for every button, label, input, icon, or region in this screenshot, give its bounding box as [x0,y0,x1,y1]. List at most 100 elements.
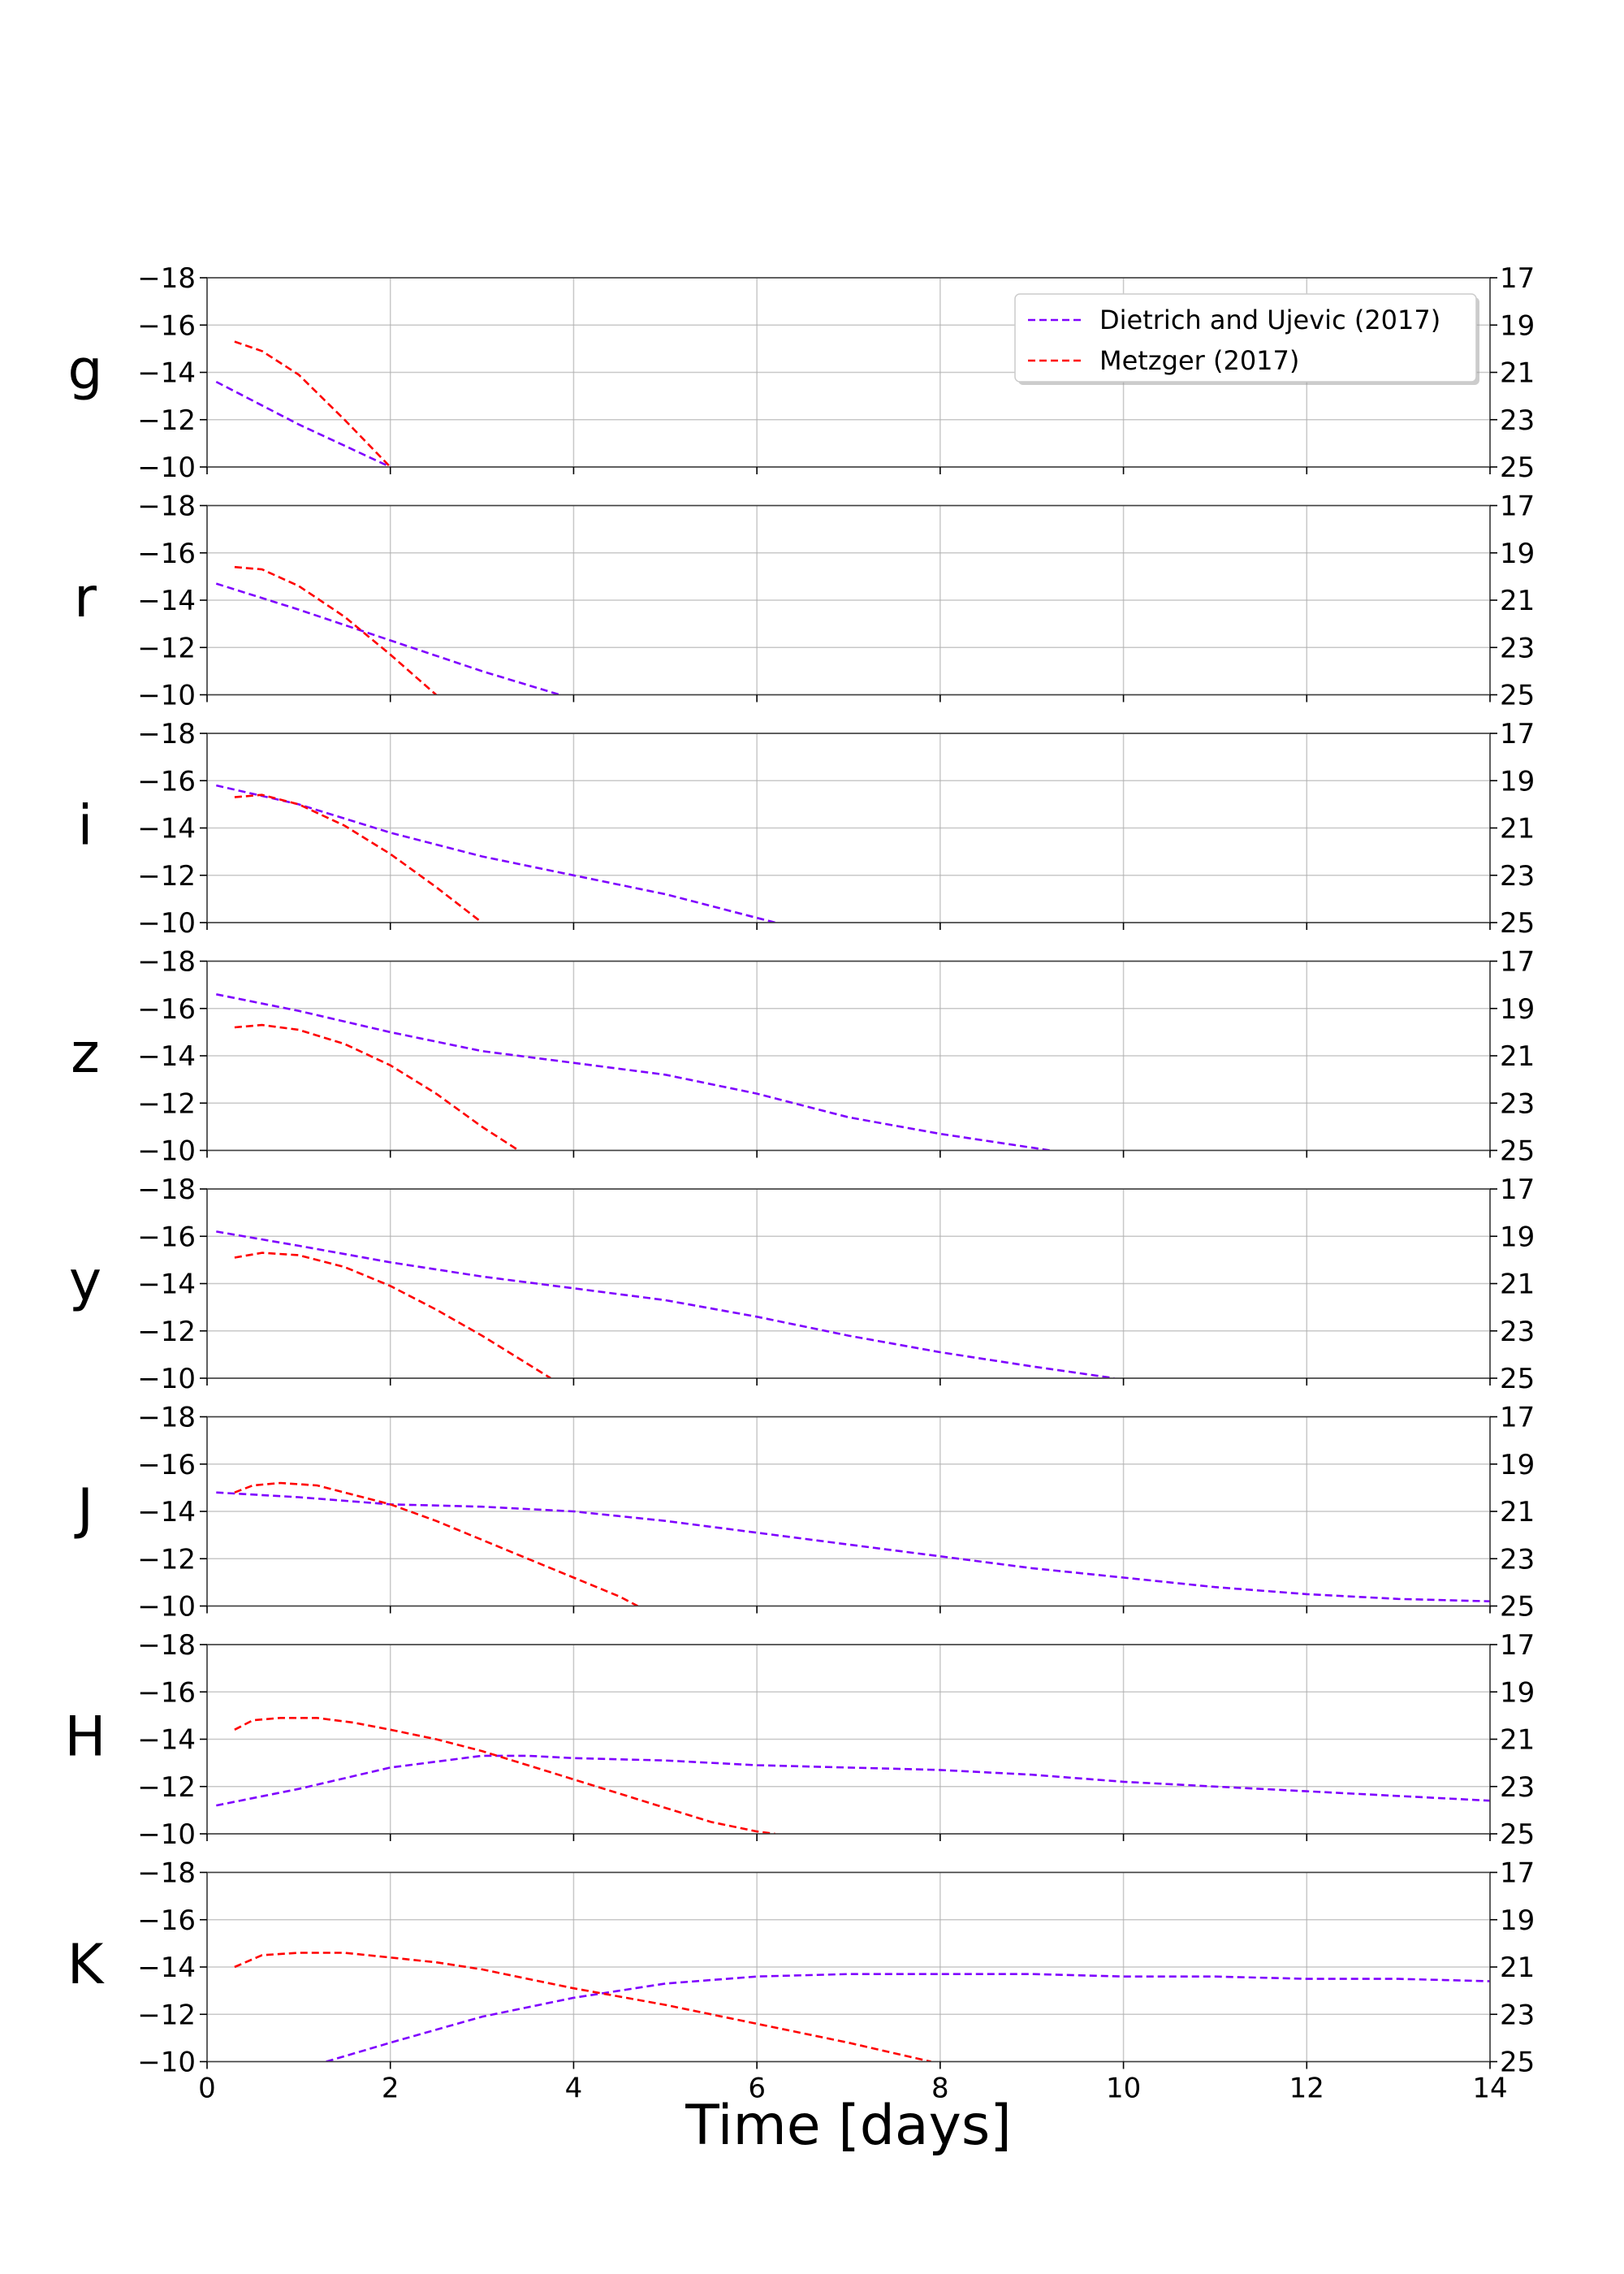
y-tick-label-right: 19 [1500,1676,1535,1709]
y-tick-label-left: −10 [137,1363,196,1395]
y-tick-label-right: 19 [1500,309,1535,342]
y-tick-label-left: −12 [137,1087,196,1120]
y-tick-label-left: −12 [137,1316,196,1348]
y-tick-label-right: 25 [1500,1591,1535,1623]
band-label-J: J [74,1477,93,1541]
y-tick-label-left: −10 [137,2047,196,2079]
x-tick-label: 8 [931,2073,949,2105]
y-tick-label-left: −10 [137,1135,196,1168]
legend-label: Metzger (2017) [1099,345,1299,376]
y-tick-label-right: 25 [1500,1135,1535,1168]
band-label-r: r [74,566,97,630]
y-tick-label-right: 25 [1500,452,1535,484]
series-line-metzger [234,340,391,467]
y-tick-label-right: 23 [1500,1771,1535,1804]
legend-box [1014,293,1477,383]
y-tick-label-left: −18 [137,1857,196,1890]
panel-i: −18 −16 −14 −12 −10 17 19 21 23 25 i [78,718,1535,940]
band-label-i: i [78,794,93,858]
band-label-H: H [64,1706,106,1770]
y-tick-label-left: −10 [137,907,196,940]
y-tick-label-right: 17 [1500,262,1535,295]
series-line-dietrich-ujevic [216,784,776,923]
y-tick-label-right: 21 [1500,1496,1535,1528]
y-tick-label-left: −10 [137,452,196,484]
y-tick-label-left: −16 [137,765,196,798]
x-tick-label: 2 [382,2073,400,2105]
y-tick-label-left: −12 [137,1771,196,1804]
y-tick-label-right: 17 [1500,1857,1535,1890]
y-tick-label-right: 25 [1500,1363,1535,1395]
x-tick-label: 14 [1472,2073,1507,2105]
panel-K: −18 −16 −14 −12 −10 17 19 21 23 25 K 0 2 4 6 8 10 12 14 [67,1857,1535,2105]
y-tick-label-right: 19 [1500,538,1535,570]
y-tick-label-left: −14 [137,357,196,390]
series-line-metzger [234,1717,775,1834]
y-tick-label-right: 19 [1500,765,1535,798]
series-line-dietrich-ujevic [215,582,560,695]
band-label-K: K [67,1933,106,1997]
legend: Dietrich and Ujevic (2017) Metzger (2017) [1014,293,1479,385]
panel-y: −18 −16 −14 −12 −10 17 19 21 23 25 y [69,1174,1535,1395]
y-tick-label-right: 25 [1500,1818,1535,1851]
y-tick-label-right: 17 [1500,491,1535,523]
legend-label: Dietrich and Ujevic (2017) [1099,305,1440,335]
y-tick-label-left: −18 [137,1629,196,1662]
y-tick-label-left: −14 [137,1269,196,1301]
y-tick-label-right: 19 [1500,1904,1535,1937]
series-line-dietrich-ujevic [216,1230,1115,1378]
series-line-dietrich-ujevic [215,380,391,467]
y-tick-label-left: −14 [137,813,196,845]
y-tick-label-left: −14 [137,585,196,617]
band-label-z: z [71,1022,100,1086]
y-tick-label-right: 21 [1500,1269,1535,1301]
y-tick-label-right: 17 [1500,1174,1535,1206]
panel-H: −18 −16 −14 −12 −10 17 19 21 23 25 H [64,1629,1535,1851]
y-tick-label-right: 23 [1500,1999,1535,2031]
y-tick-label-right: 19 [1500,993,1535,1026]
y-tick-label-right: 23 [1500,1087,1535,1120]
x-axis-label: Time [days] [685,2094,1012,2158]
y-tick-label-right: 19 [1500,1221,1535,1253]
y-tick-label-left: −18 [137,1402,196,1434]
y-tick-label-left: −12 [137,632,196,664]
x-tick-label: 4 [565,2073,583,2105]
y-tick-label-left: −16 [137,1904,196,1937]
panel-r: −18 −16 −14 −12 −10 17 19 21 23 25 r [74,491,1535,712]
y-tick-label-left: −14 [137,1496,196,1528]
y-tick-label-right: 25 [1500,680,1535,712]
y-tick-label-right: 19 [1500,1449,1535,1481]
y-tick-label-right: 17 [1500,718,1535,750]
y-tick-label-left: −10 [137,680,196,712]
band-label-y: y [69,1250,102,1314]
y-tick-label-left: −16 [137,538,196,570]
y-tick-label-right: 21 [1500,1040,1535,1073]
y-tick-label-left: −16 [137,309,196,342]
y-tick-label-right: 25 [1500,907,1535,940]
y-tick-label-left: −12 [137,860,196,893]
y-tick-label-left: −14 [137,1040,196,1073]
panels: −18−16−14−12−101719212325g−18−16−14−12−1… [64,262,1535,2105]
y-tick-label-left: −14 [137,1952,196,1984]
y-tick-label-right: 21 [1500,813,1535,845]
y-tick-label-right: 23 [1500,632,1535,664]
series-line-metzger [234,1481,638,1606]
y-tick-label-left: −16 [137,993,196,1026]
y-tick-label-right: 21 [1500,357,1535,390]
x-tick-label: 12 [1289,2073,1324,2105]
y-tick-label-left: −12 [137,404,196,437]
y-tick-label-right: 17 [1500,1402,1535,1434]
series-line-metzger [234,1952,931,2062]
y-tick-label-right: 17 [1500,946,1535,979]
panel-z: −18 −16 −14 −12 −10 17 19 21 23 25 z [71,946,1535,1168]
y-tick-label-right: 23 [1500,1543,1535,1576]
y-tick-label-left: −16 [137,1676,196,1709]
series-line-dietrich-ujevic [216,1754,1490,1807]
y-tick-label-right: 25 [1500,2047,1535,2079]
y-tick-label-right: 23 [1500,1316,1535,1348]
y-tick-label-left: −12 [137,1543,196,1576]
series-line-dietrich-ujevic [326,1973,1490,2062]
panel-J: −18 −16 −14 −12 −10 17 19 21 23 25 J [74,1402,1535,1623]
series-line-metzger [234,1023,520,1151]
